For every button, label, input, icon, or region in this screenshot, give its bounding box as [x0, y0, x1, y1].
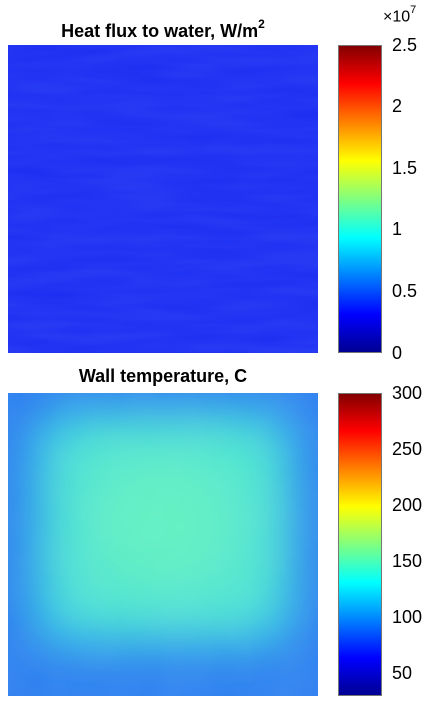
wall-temperature-map — [8, 393, 318, 696]
wall-temp-tick: 150 — [392, 551, 423, 571]
heat-flux-title-sup: 2 — [258, 17, 265, 31]
heat-flux-colorbar — [338, 45, 382, 353]
wall-temp-tick: 250 — [392, 439, 423, 459]
heat-flux-tick: 1 — [392, 219, 403, 239]
multiplier-exponent: 7 — [410, 4, 417, 16]
heat-flux-colorbar-multiplier: ×107 — [383, 4, 417, 26]
wall-temp-tick: 50 — [392, 663, 413, 683]
heat-flux-tick: 2.5 — [392, 35, 418, 55]
heat-flux-texture — [8, 45, 318, 353]
wall-temperature-title: Wall temperature, C — [78, 366, 248, 386]
heat-flux-map — [8, 45, 318, 353]
wall-temp-tick: 300 — [392, 383, 423, 403]
wall-temp-tick: 200 — [392, 495, 423, 515]
heat-flux-title-text: Heat flux to water, W/m — [61, 21, 259, 41]
heat-flux-tick: 0 — [392, 343, 403, 363]
wall-temp-texture — [8, 393, 318, 696]
heat-flux-tick: 2 — [392, 96, 403, 116]
heat-flux-tick: 0.5 — [392, 281, 418, 301]
wall-temp-tick: 100 — [392, 607, 423, 627]
multiplier-base: ×10 — [383, 8, 411, 26]
wall-temperature-colorbar — [338, 393, 382, 696]
heat-flux-title: Heat flux to water, W/m2 — [8, 17, 318, 42]
heat-flux-tick: 1.5 — [392, 158, 418, 178]
